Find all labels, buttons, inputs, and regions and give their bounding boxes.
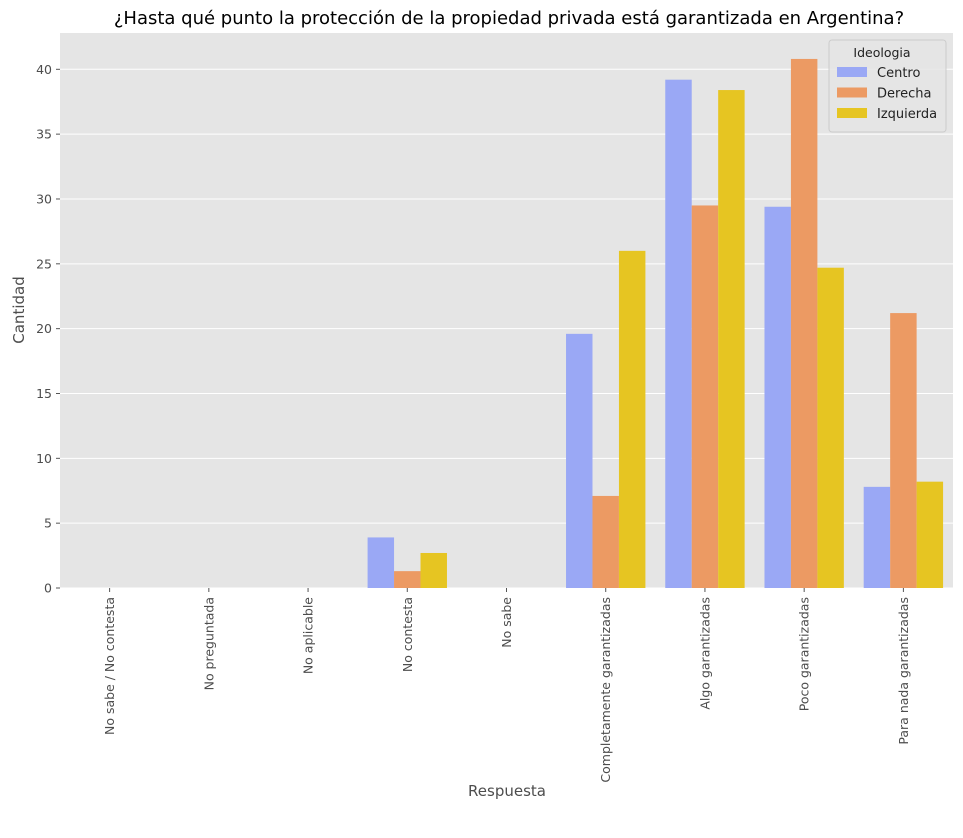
bar-centro: [566, 333, 593, 588]
y-tick-label: 5: [44, 516, 52, 531]
x-axis-label: Respuesta: [468, 782, 546, 800]
legend-swatch-izquierda: [837, 108, 867, 118]
x-tick-label: No contesta: [400, 597, 415, 672]
x-tick-label: No sabe / No contesta: [102, 597, 117, 735]
legend-swatch-centro: [837, 67, 867, 77]
bar-derecha: [592, 495, 619, 588]
bar-derecha: [691, 205, 719, 588]
y-tick-label: 35: [36, 127, 52, 142]
chart-title: ¿Hasta qué punto la protección de la pro…: [114, 8, 904, 29]
bar-derecha: [394, 571, 421, 588]
x-tick-label: No aplicable: [301, 597, 316, 674]
bar-izquierda: [618, 250, 646, 588]
bar-centro: [665, 79, 692, 588]
x-tick-label: Para nada garantizadas: [896, 597, 911, 745]
legend-title: Ideologia: [853, 45, 910, 60]
x-tick-label: Poco garantizadas: [797, 597, 812, 711]
bar-centro: [863, 486, 891, 588]
y-axis-ticks: 0 5 10 15 20 25 30 35 40: [36, 62, 60, 596]
y-tick-label: 15: [36, 386, 52, 401]
x-tick-label: No preguntada: [201, 597, 216, 690]
x-tick-label: Completamente garantizadas: [598, 597, 613, 783]
y-tick-label: 30: [36, 191, 52, 206]
legend-label: Centro: [877, 66, 920, 81]
legend-swatch-derecha: [837, 87, 867, 98]
bar-izquierda: [817, 267, 844, 588]
bar-derecha: [890, 313, 917, 588]
legend-label: Derecha: [877, 87, 931, 102]
y-tick-label: 10: [36, 451, 52, 466]
x-axis-ticks: No sabe / No contesta No preguntada No apl…: [102, 588, 911, 783]
bar-izquierda: [916, 481, 944, 588]
y-tick-label: 0: [44, 581, 52, 596]
y-tick-label: 40: [36, 62, 52, 77]
bar-centro: [367, 537, 395, 588]
x-tick-label: No sabe: [499, 597, 514, 648]
legend-label: Izquierda: [877, 107, 937, 122]
bar-izquierda: [718, 90, 745, 588]
y-tick-label: 20: [36, 321, 52, 336]
bar-centro: [764, 206, 791, 588]
legend: Ideologia Centro Derecha Izquierda: [828, 39, 947, 133]
bar-izquierda: [420, 552, 447, 588]
x-tick-label: Algo garantizadas: [697, 597, 712, 710]
y-axis-label: Cantidad: [10, 276, 28, 343]
legend-items: Centro Derecha Izquierda: [837, 66, 937, 122]
y-tick-label: 25: [36, 256, 52, 271]
bars: [367, 58, 944, 589]
bar-derecha: [790, 58, 818, 589]
